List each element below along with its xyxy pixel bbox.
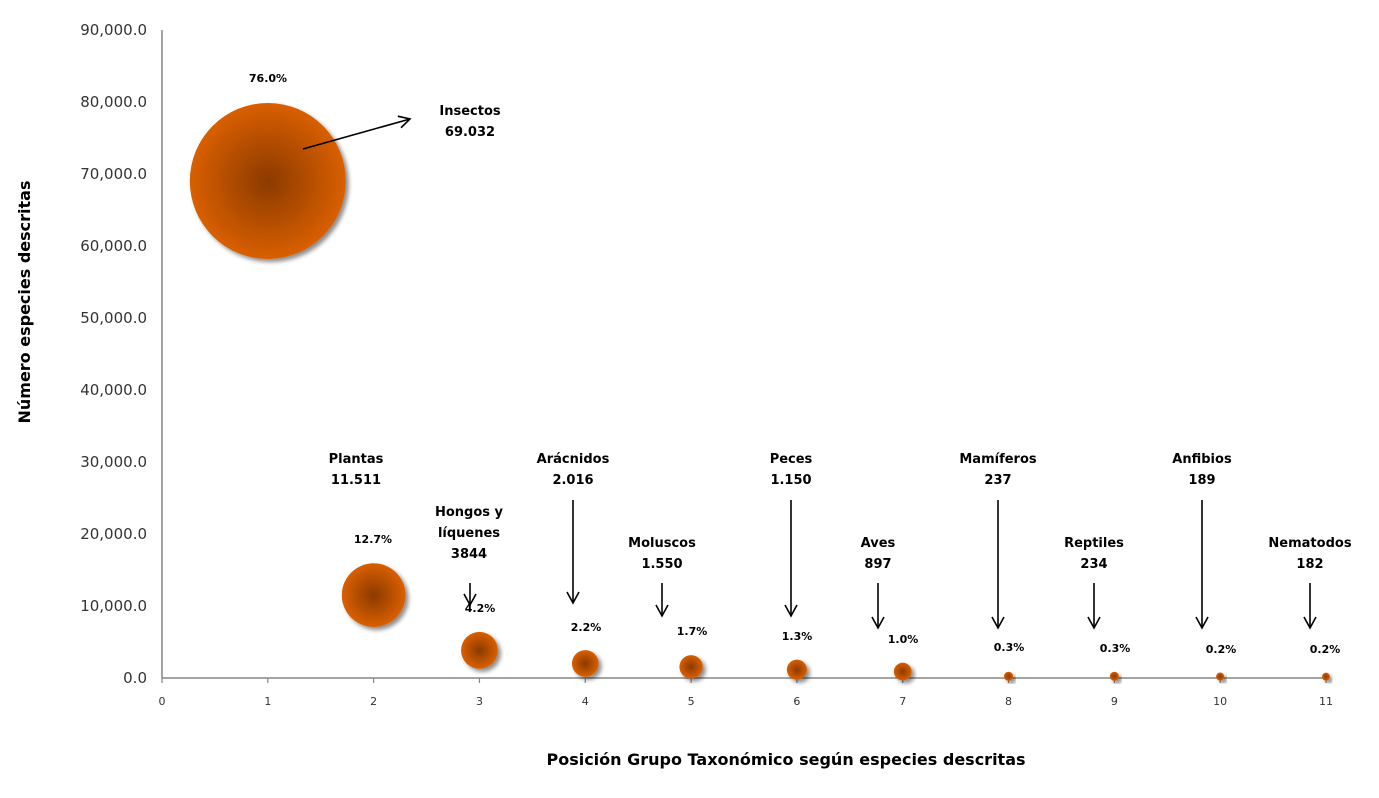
- y-tick-label: 20,000.0: [80, 525, 147, 543]
- annotation-11: Nematodos 182 0.2%: [1268, 536, 1351, 656]
- bubble-value-label: 189: [1188, 473, 1215, 488]
- bubble-percent-label: 1.7%: [677, 625, 708, 638]
- bubbles: [189, 102, 1331, 681]
- bubble-name-label: Aves: [861, 536, 896, 551]
- x-tick-label: 0: [159, 695, 166, 708]
- annotation-1: Insectos 69.032 76.0%: [249, 72, 501, 150]
- annotation-9: Reptiles 234 0.3%: [1064, 536, 1130, 655]
- bubble-value-label: 237: [984, 473, 1011, 488]
- x-tick-label: 6: [793, 695, 800, 708]
- bubble-percent-label: 0.2%: [1310, 643, 1341, 656]
- bubble-value-label: 234: [1080, 557, 1107, 572]
- ticks: 0.0 10,000.0 20,000.0 30,000.0 40,000.0 50,00…: [80, 21, 1333, 708]
- y-axis-title: Número especies descritas: [15, 180, 34, 423]
- bubble-percent-label: 0.2%: [1206, 643, 1237, 656]
- bubble-2: [341, 563, 406, 627]
- annotation-7: Aves 897 1.0%: [861, 536, 919, 646]
- annotation-5: Moluscos 1.550 1.7%: [628, 536, 707, 638]
- y-tick-label: 60,000.0: [80, 237, 147, 255]
- arrow-icon: [302, 115, 412, 150]
- x-tick-label: 3: [476, 695, 483, 708]
- bubble-value-label: 3844: [451, 547, 487, 562]
- annotation-2: Plantas 11.511 12.7%: [329, 452, 392, 546]
- bubble-percent-label: 76.0%: [249, 72, 287, 85]
- bubble-name-label: Anfibios: [1172, 452, 1232, 467]
- x-axis-title: Posición Grupo Taxonómico según especies…: [546, 750, 1025, 769]
- x-tick-label: 8: [1005, 695, 1012, 708]
- bubble-name-label: Mamíferos: [959, 452, 1037, 467]
- x-tick-label: 4: [582, 695, 589, 708]
- bubble-1: [189, 102, 346, 259]
- x-tick-label: 10: [1213, 695, 1227, 708]
- bubble-percent-label: 0.3%: [1100, 642, 1131, 655]
- y-tick-label: 0.0: [123, 669, 147, 687]
- bubble-name-label: Hongos y: [435, 505, 504, 520]
- annotation-10: Anfibios 189 0.2%: [1172, 452, 1236, 656]
- bubble-name-label: Moluscos: [628, 536, 696, 551]
- bubble-value-label: 69.032: [445, 125, 495, 140]
- y-tick-label: 10,000.0: [80, 597, 147, 615]
- bubble-percent-label: 12.7%: [354, 533, 392, 546]
- y-tick-label: 30,000.0: [80, 453, 147, 471]
- annotations: Insectos 69.032 76.0% Plantas 11.511 12.7% Hon…: [249, 72, 1352, 656]
- x-tick-label: 5: [688, 695, 695, 708]
- bubble-11: [1321, 672, 1331, 681]
- x-tick-label: 11: [1319, 695, 1333, 708]
- bubble-3: [461, 631, 498, 669]
- bubble-name-label: Plantas: [329, 452, 384, 467]
- axes: [161, 30, 1326, 679]
- bubble-percent-label: 1.0%: [888, 633, 919, 646]
- y-tick-label: 90,000.0: [80, 21, 147, 39]
- bubble-value-label: 897: [864, 557, 891, 572]
- bubble-name-label: Nematodos: [1268, 536, 1351, 551]
- annotation-4: Arácnidos 2.016 2.2%: [537, 452, 610, 634]
- bubble-name-label: líquenes: [438, 526, 500, 541]
- annotation-6: Peces 1.150 1.3%: [770, 452, 813, 643]
- bubble-value-label: 11.511: [331, 473, 381, 488]
- bubble-8: [1003, 671, 1014, 681]
- bubble-5: [679, 655, 703, 679]
- bubble-4: [571, 650, 599, 677]
- bubble-percent-label: 2.2%: [571, 621, 602, 634]
- bubble-7: [893, 662, 912, 681]
- bubble-name-label: Arácnidos: [537, 452, 610, 467]
- bubble-value-label: 1.150: [770, 473, 811, 488]
- annotation-8: Mamíferos 237 0.3%: [959, 452, 1037, 654]
- bubble-name-label: Peces: [770, 452, 813, 467]
- bubble-name-label: Insectos: [439, 104, 500, 119]
- x-tick-label: 1: [264, 695, 271, 708]
- bubble-value-label: 1.550: [641, 557, 682, 572]
- bubble-value-label: 2.016: [552, 473, 593, 488]
- bubble-10: [1216, 672, 1225, 681]
- y-tick-label: 40,000.0: [80, 381, 147, 399]
- y-tick-label: 70,000.0: [80, 165, 147, 183]
- y-tick-label: 50,000.0: [80, 309, 147, 327]
- bubble-percent-label: 1.3%: [782, 630, 813, 643]
- bubble-9: [1109, 671, 1119, 681]
- bubble-percent-label: 0.3%: [994, 641, 1025, 654]
- x-tick-label: 7: [899, 695, 906, 708]
- bubble-6: [786, 659, 807, 680]
- y-tick-label: 80,000.0: [80, 93, 147, 111]
- bubble-name-label: Reptiles: [1064, 536, 1124, 551]
- bubble-value-label: 182: [1296, 557, 1323, 572]
- x-tick-label: 9: [1111, 695, 1118, 708]
- x-tick-label: 2: [370, 695, 377, 708]
